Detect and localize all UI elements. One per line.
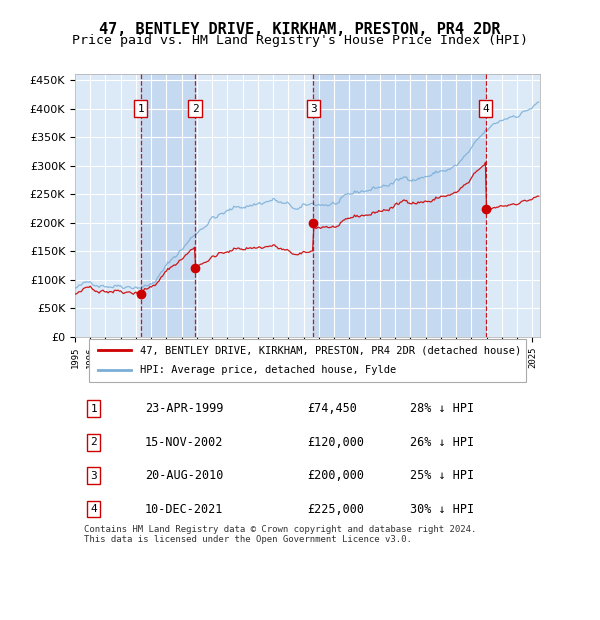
Text: 10-DEC-2021: 10-DEC-2021 [145, 503, 223, 515]
Text: 4: 4 [90, 504, 97, 514]
Text: 3: 3 [310, 104, 317, 113]
Text: 47, BENTLEY DRIVE, KIRKHAM, PRESTON, PR4 2DR: 47, BENTLEY DRIVE, KIRKHAM, PRESTON, PR4… [99, 22, 501, 37]
Text: 25% ↓ HPI: 25% ↓ HPI [410, 469, 474, 482]
Text: Price paid vs. HM Land Registry's House Price Index (HPI): Price paid vs. HM Land Registry's House … [72, 34, 528, 47]
Text: 4: 4 [482, 104, 489, 113]
Text: 1: 1 [137, 104, 144, 113]
Text: 23-APR-1999: 23-APR-1999 [145, 402, 223, 415]
Text: £225,000: £225,000 [308, 503, 365, 515]
Text: 2: 2 [90, 437, 97, 447]
Text: 15-NOV-2002: 15-NOV-2002 [145, 436, 223, 449]
Text: 1: 1 [90, 404, 97, 414]
Text: 20-AUG-2010: 20-AUG-2010 [145, 469, 223, 482]
Text: 2: 2 [192, 104, 199, 113]
Text: 47, BENTLEY DRIVE, KIRKHAM, PRESTON, PR4 2DR (detached house): 47, BENTLEY DRIVE, KIRKHAM, PRESTON, PR4… [140, 345, 521, 355]
Text: 28% ↓ HPI: 28% ↓ HPI [410, 402, 474, 415]
Text: 26% ↓ HPI: 26% ↓ HPI [410, 436, 474, 449]
Text: 30% ↓ HPI: 30% ↓ HPI [410, 503, 474, 515]
Text: £120,000: £120,000 [308, 436, 365, 449]
Text: HPI: Average price, detached house, Fylde: HPI: Average price, detached house, Fyld… [140, 365, 397, 375]
Text: 3: 3 [90, 471, 97, 480]
FancyBboxPatch shape [89, 339, 526, 383]
Text: £200,000: £200,000 [308, 469, 365, 482]
Text: £74,450: £74,450 [308, 402, 358, 415]
Text: Contains HM Land Registry data © Crown copyright and database right 2024.
This d: Contains HM Land Registry data © Crown c… [84, 525, 476, 544]
Bar [313, 74, 486, 337]
Bar [141, 74, 195, 337]
